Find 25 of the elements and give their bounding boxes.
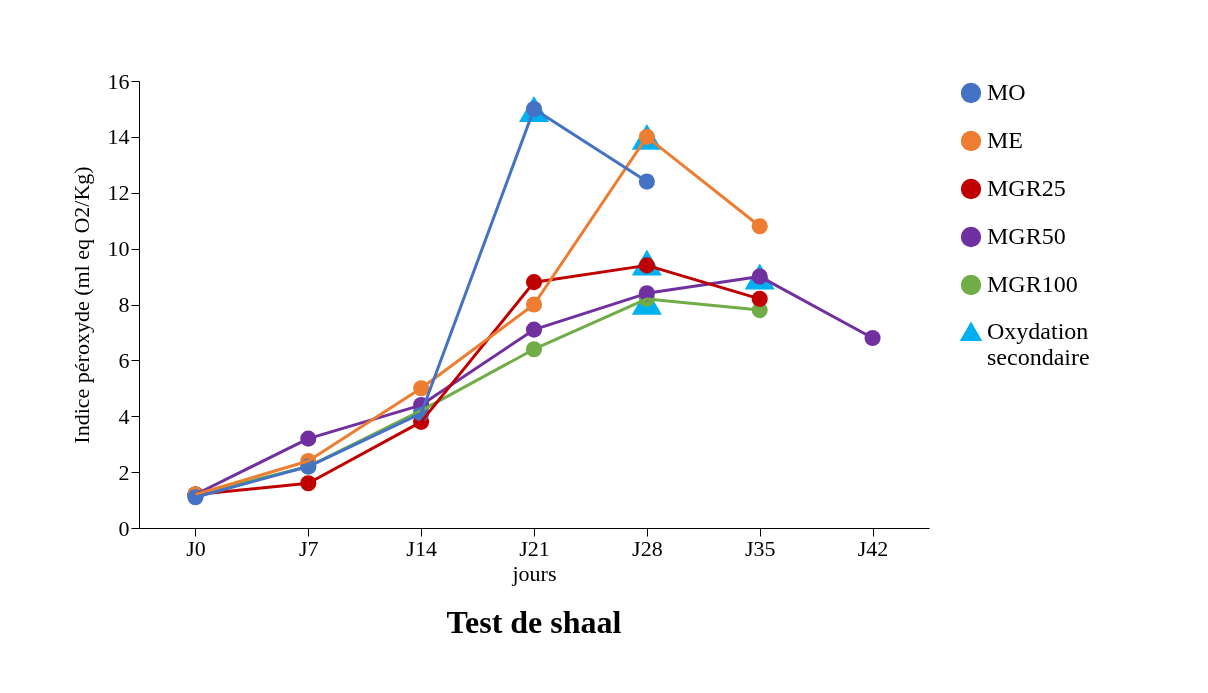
x-tick-label: J28 <box>632 535 663 561</box>
y-tick-label: 8 <box>118 292 130 317</box>
legend-label: ME <box>987 127 1023 153</box>
y-tick-label: 16 <box>107 68 130 94</box>
y-tick-label: 14 <box>107 124 130 150</box>
legend-label: Oxydation secondaire <box>987 318 1090 370</box>
legend-label: MO <box>987 79 1026 105</box>
legend-label: MGR25 <box>987 175 1066 201</box>
y-tick-label: 10 <box>107 236 130 262</box>
x-tick-label: J21 <box>519 535 550 561</box>
x-axis-title: jours <box>511 560 557 586</box>
y-tick-label: 12 <box>107 180 130 206</box>
x-tick-label: J35 <box>744 535 776 561</box>
x-tick-label: J0 <box>186 535 206 561</box>
y-tick-label: 0 <box>118 515 130 541</box>
y-tick-label: 6 <box>118 347 130 373</box>
y-tick-label: 4 <box>118 403 130 429</box>
y-axis-title: Indice péroxyde (ml eq O2/Kg) <box>68 166 94 444</box>
x-tick-label: J42 <box>857 535 889 561</box>
x-tick-label: J14 <box>406 535 437 561</box>
y-tick-label: 2 <box>118 459 130 485</box>
text: Test de shaal <box>446 604 622 640</box>
legend-label: MGR100 <box>987 271 1078 297</box>
legend-label: MGR50 <box>987 223 1066 249</box>
x-tick-label: J7 <box>299 535 319 561</box>
